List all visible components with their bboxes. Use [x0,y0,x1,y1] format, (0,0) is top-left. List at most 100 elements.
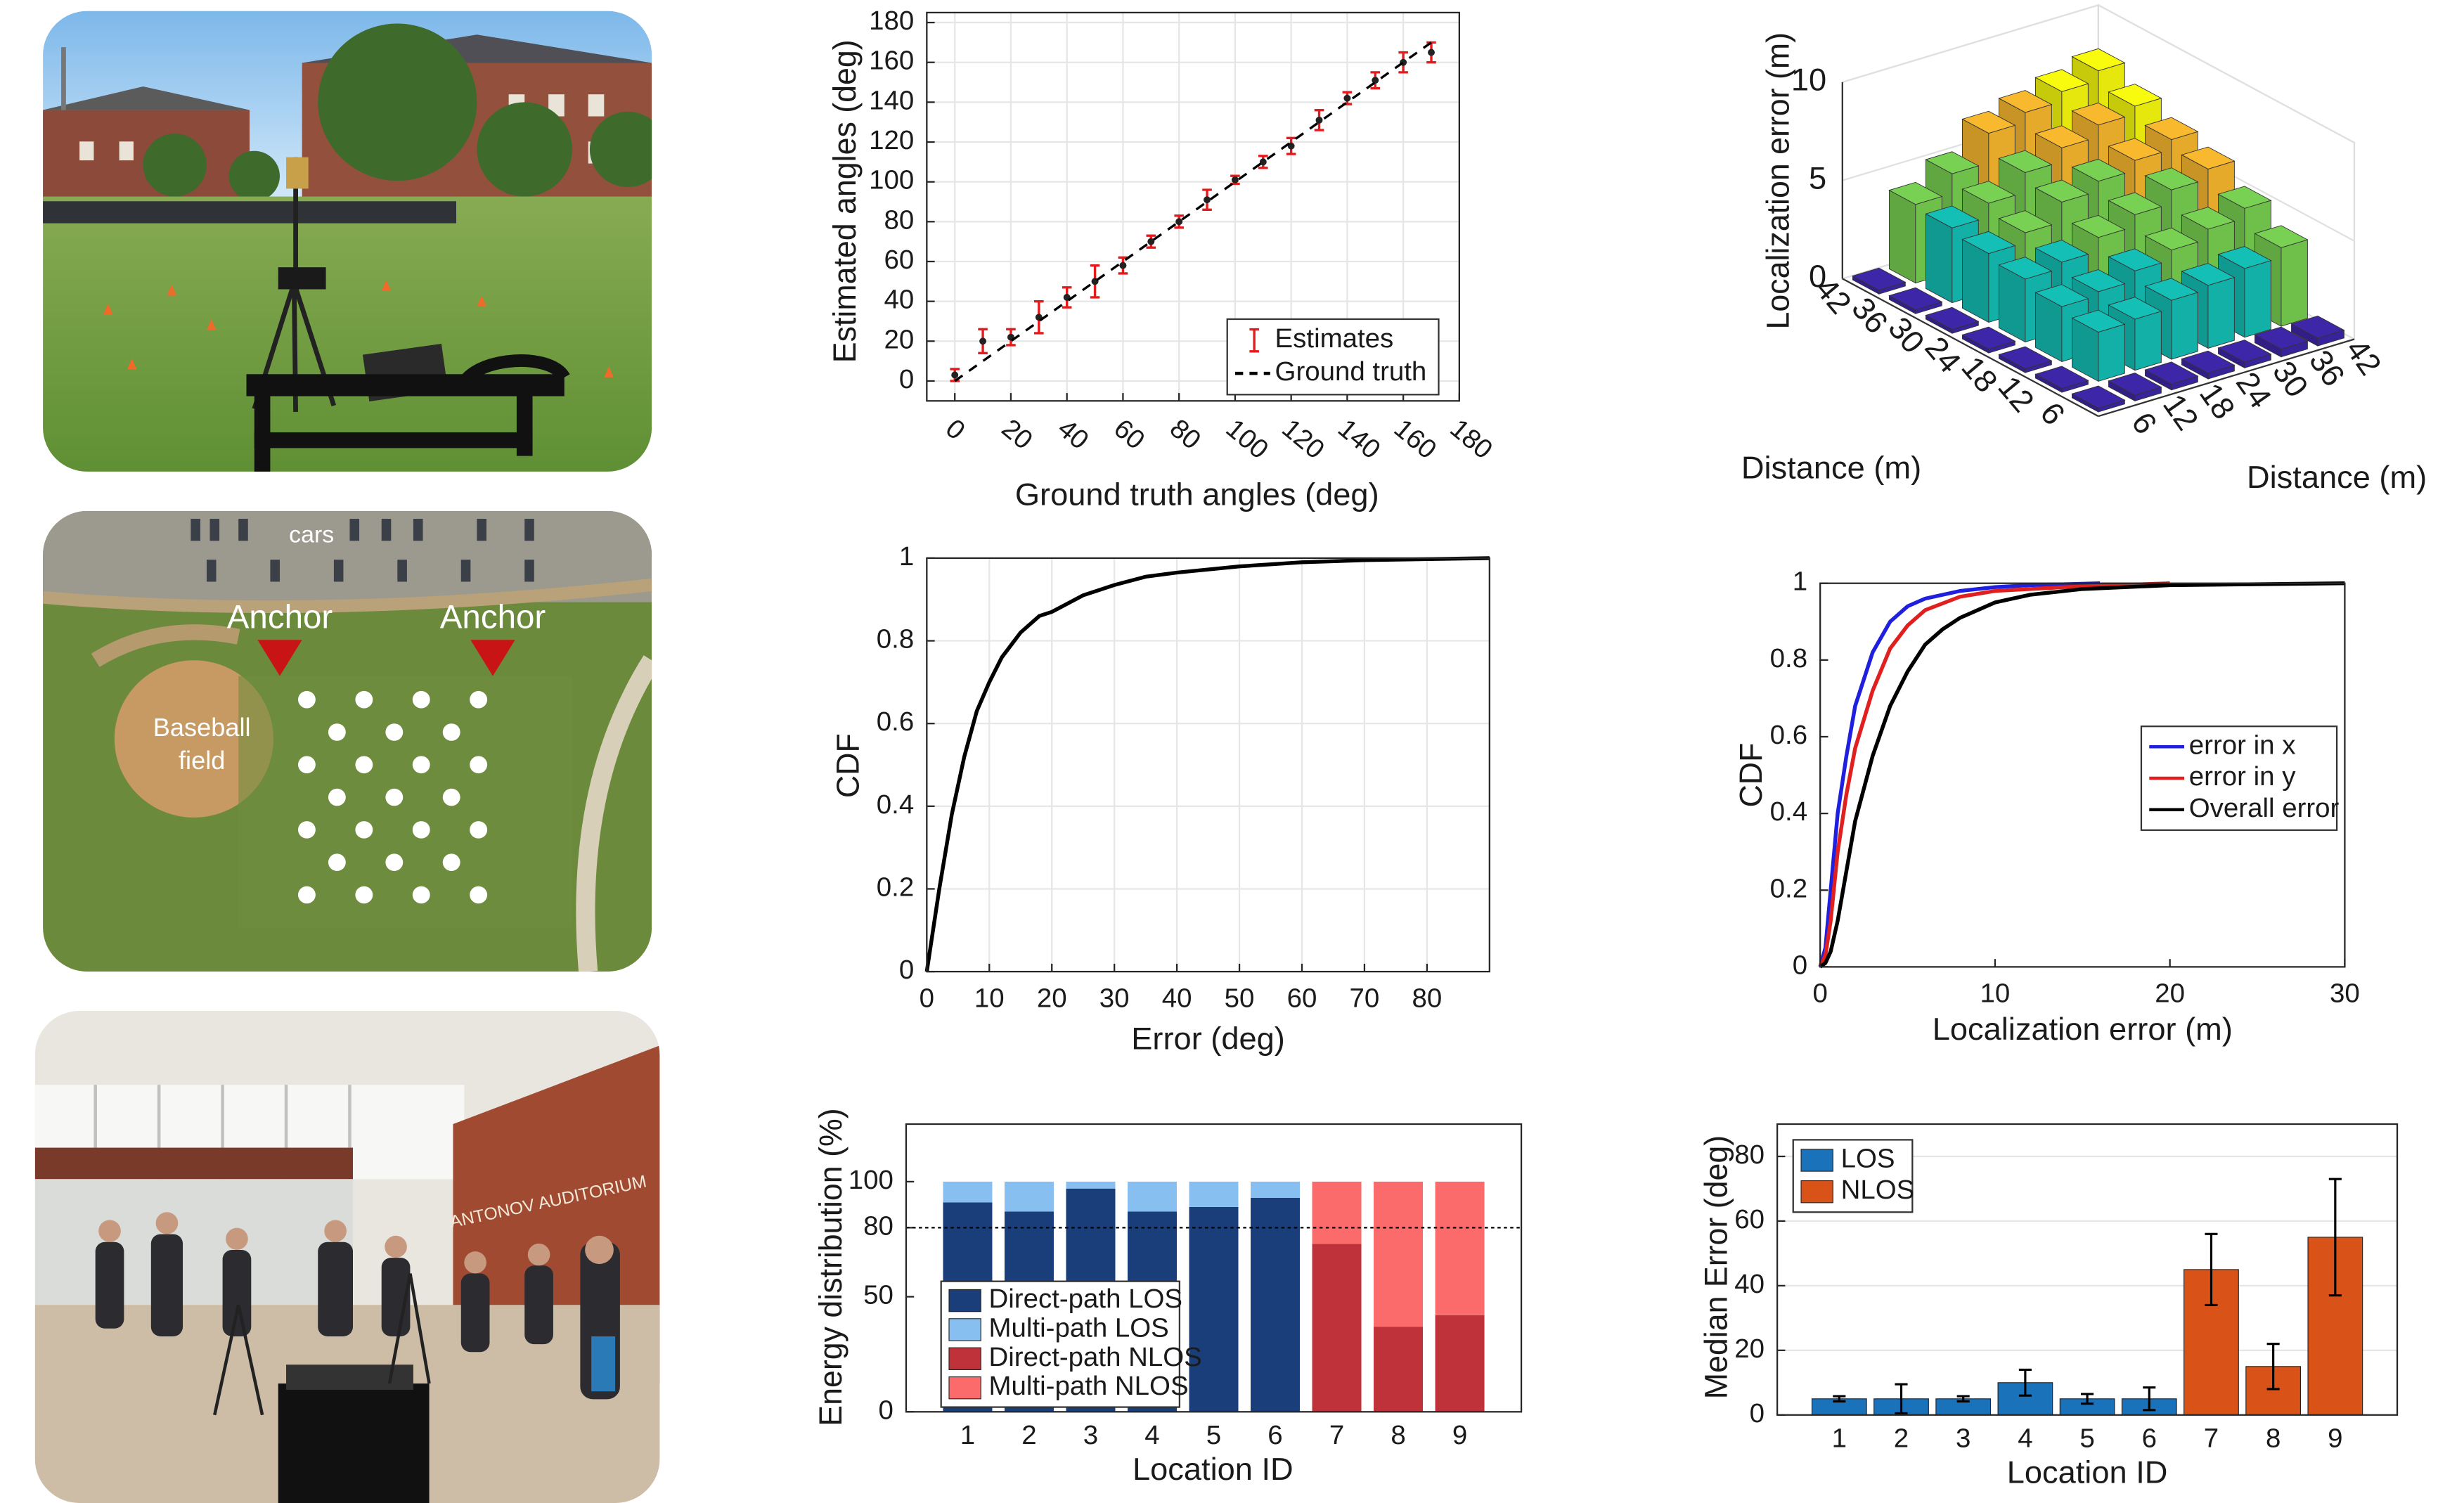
y-axis-title: CDF [1733,743,1769,808]
test-point [355,756,373,773]
point [1204,196,1211,203]
bar-segment [1312,1182,1362,1244]
x-tick-label: 20 [2155,979,2185,1009]
bar-face-right [2208,278,2234,349]
legend-swatch [949,1289,981,1311]
bar-segment [1436,1182,1485,1315]
x-tick-label: 0 [1812,979,1827,1009]
x-tick-label: 6 [1268,1420,1282,1450]
x-tick-label: 1 [960,1420,975,1450]
test-point [355,821,373,839]
legend-label: Direct-path LOS [989,1284,1183,1314]
x-tick-label: 8 [1391,1420,1405,1450]
x-tick-label: 10 [974,983,1005,1014]
x-tick-label: 4 [2018,1424,2032,1454]
y-tick-label: 140 [869,86,914,116]
bar-segment [1189,1207,1238,1412]
y-tick-label: 40 [1734,1269,1765,1299]
z-tick-label: 10 [1791,62,1826,98]
x-tick-label: 180 [1444,413,1498,465]
x-tick-label: 3 [1083,1420,1098,1450]
x-tick-label: 6 [2142,1424,2157,1454]
legend-label: LOS [1841,1144,1895,1174]
bar-segment [1251,1198,1300,1412]
test-point [413,756,430,773]
test-point [443,853,460,871]
anchor-label: Anchor [440,599,546,636]
figure: cars Anchor Anchor Baseball field ANTONO… [0,0,2464,1503]
y-tick-label: 60 [884,245,914,275]
x-tick-label: 30 [2330,979,2360,1009]
x-tick-label: 4 [1144,1420,1159,1450]
bar-face-right [2245,261,2271,337]
y-tick-label: 0.6 [1770,720,1807,750]
x-tick-label: 40 [1162,983,1192,1014]
test-point [413,886,430,904]
legend-swatch [1801,1149,1833,1171]
x-tick-label: 7 [1329,1420,1344,1450]
test-point [328,723,346,741]
legend-label: error in y [2189,761,2297,792]
x-tick-label: 80 [1164,413,1207,456]
y-tick-label: 100 [869,165,914,195]
y-tick-label: 1 [899,541,914,572]
x-tick-label: 5 [2079,1424,2094,1454]
test-point [470,821,487,839]
y-tick-label: 80 [1734,1140,1765,1170]
y-tick-label: 0 [899,364,914,394]
z-axis-title: Localization error (m) [1760,32,1795,329]
x-tick-label: 50 [1225,983,1255,1014]
photo-field [43,11,666,472]
x-tick-label: 7 [2204,1424,2219,1454]
y-tick-label: 0.8 [877,624,914,654]
x-tick-label: 8 [2266,1424,2281,1454]
x-tick-label: 9 [1452,1420,1467,1450]
x-axis-title: Distance (m) [2247,459,2427,495]
y-tick-label: 0.4 [877,789,914,820]
z-tick-label: 5 [1809,160,1826,196]
test-point [298,756,316,773]
y-axis-title: Median Error (deg) [1698,1135,1734,1399]
test-point [443,789,460,806]
x-tick-label: 60 [1287,983,1317,1014]
photo-indoor: ANTONOV AUDITORIUM [35,1011,660,1503]
bar-face-right [2135,311,2161,370]
bar-face-left [1926,214,1952,302]
y-tick-label: 0.2 [877,872,914,903]
bar-face-left [1962,240,1988,323]
plot-area [927,558,1489,972]
x-tick-label: 0 [940,413,971,446]
point [1343,95,1350,102]
x-tick-label: 1 [1832,1424,1847,1454]
point [1428,49,1435,56]
bar-segment [1374,1327,1423,1412]
x-tick-label: 10 [1980,979,2011,1009]
y-tick-label: 0.6 [877,707,914,737]
y-tick-label: 0.4 [1770,796,1807,827]
x-tick-label: 2 [1021,1420,1036,1450]
legend-swatch [949,1348,981,1369]
photo-label: Baseball [153,713,251,742]
x-tick-label: 140 [1332,413,1386,465]
bar-segment [1066,1182,1115,1189]
y-tick-label: 0.8 [1770,643,1807,673]
legend-label: Estimates [1275,323,1394,354]
legend-label: Direct-path NLOS [989,1342,1202,1372]
y-axis-title: Energy distribution (%) [813,1108,849,1426]
legend-swatch [949,1377,981,1399]
x-tick-label: 3 [1956,1424,1970,1454]
test-point [470,886,487,904]
x-tick-label: 2 [1894,1424,1909,1454]
bar-segment [1005,1182,1054,1212]
test-point [443,723,460,741]
y-tick-label: 0 [878,1395,893,1426]
x-tick-label: 40 [1052,413,1095,456]
test-point [385,853,403,871]
y-tick-label: 80 [884,205,914,236]
y-tick-label: 180 [869,6,914,36]
bar-segment [1312,1244,1362,1412]
legend-label: error in x [2189,730,2296,761]
bar-face-right [2281,240,2307,326]
photo-label: field [179,746,225,775]
y-tick-label: 20 [884,325,914,355]
